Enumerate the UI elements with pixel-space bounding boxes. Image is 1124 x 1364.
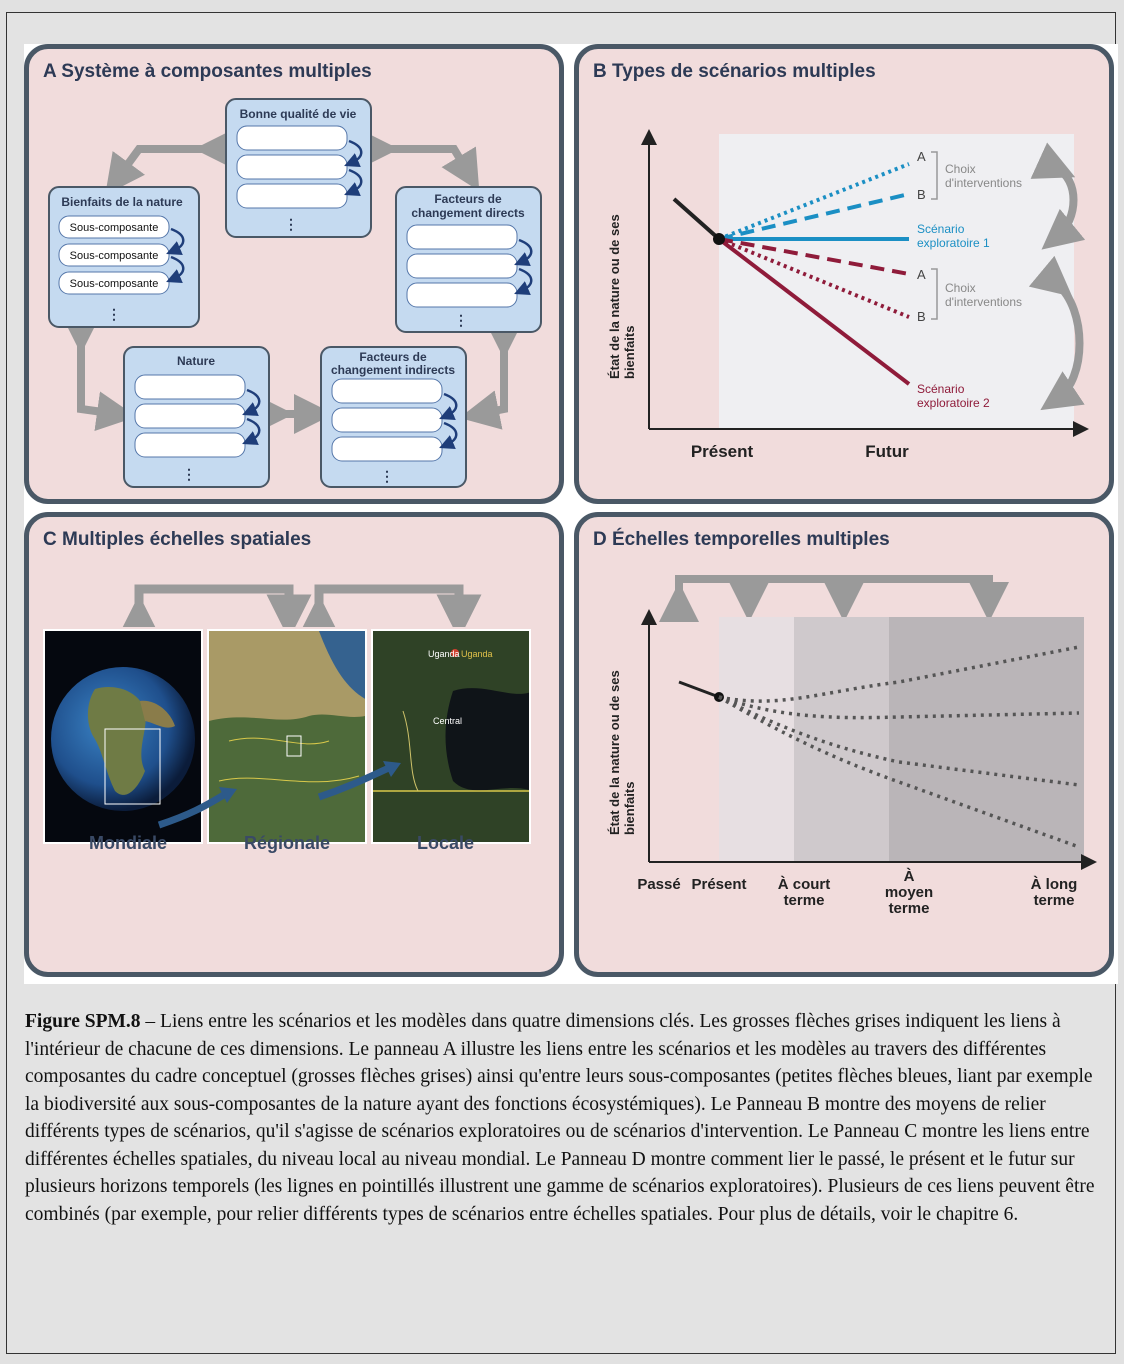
scale-label-regional: Régionale [244,833,331,853]
uganda-map-image: Uganda Uganda Central [371,629,531,844]
scale-label-local: Locale [417,833,475,853]
x-label-short-1: À court [778,876,831,893]
caption-text: – Liens entre les scénarios et les modèl… [25,1011,1095,1225]
choice-label-1a: Choix [945,162,976,176]
scenario-2-label-b: exploratoire 2 [917,396,990,410]
box-benefits: Bienfaits de la nature Sous-composante S… [48,186,200,328]
panel-a-title: A Système à composantes multiples [43,61,372,82]
label-a-2: A [917,267,926,282]
map-label-uganda-1: Uganda [428,649,460,659]
box-direct-title-2: changement directs [411,206,525,220]
x-label-medium-1: À [904,868,915,885]
panel-c: C Multiples échelles spatiales [24,512,564,977]
globe-image [43,629,203,844]
short-term-band [719,617,794,862]
panel-d-chart: État de la nature ou de ses bienfaits Pa… [607,575,1097,917]
box-nature-ellipsis: ⋮ [182,466,196,482]
scale-label-global: Mondiale [89,833,168,853]
subcomponent-label-3: Sous-composante [70,278,159,290]
component-link-arrows [61,129,524,434]
label-b-2: B [917,309,926,324]
africa-map-image [207,629,367,844]
box-direct-title-1: Facteurs de [434,192,502,206]
scenario-1-option-a [718,162,910,241]
box-quality-ellipsis: ⋮ [284,216,298,232]
box-nature-title: Nature [177,354,215,368]
panel-d-title: D Échelles temporelles multiples [593,529,890,550]
scenario-2-option-a [718,237,910,276]
caption-label: Figure SPM.8 [25,1011,141,1032]
label-b-1: B [917,187,926,202]
panel-b: B Types de scénarios multiples État de l… [574,44,1114,504]
box-quality: Bonne qualité de vie ⋮ [225,98,372,238]
panel-a-diagram: Bonne qualité de vie ⋮ Bienfaits de la n… [48,98,542,488]
panel-b-title: B Types de scénarios multiples [593,61,876,82]
x-label-long-2: terme [1034,892,1075,909]
time-link-arrow [659,575,1009,622]
box-benefits-title: Bienfaits de la nature [61,195,183,209]
box-direct-ellipsis: ⋮ [454,312,468,328]
x-label-future: Futur [865,442,909,461]
exploratory-scenario-lines [718,645,1080,849]
box-direct-drivers: Facteurs de changement directs ⋮ [395,186,542,333]
past-trend-line [678,680,720,699]
panel-c-link-arrows [116,584,482,627]
y-axis-label-line2: bienfaits [622,326,637,379]
medium-term-band [794,617,889,862]
zoom-arrows [157,761,401,829]
choice-label-2b: d'interventions [945,295,1022,309]
scenario-2-label-a: Scénario [917,382,965,396]
x-label-short-2: terme [784,892,825,909]
map-label-uganda-2: Uganda [461,649,493,659]
map-label-central: Central [433,716,462,726]
box-indirect-drivers: Facteurs de changement indirects ⋮ [320,346,467,488]
y-axis-label-line1: État de la nature ou de ses [607,214,622,379]
y-axis-label-line1: État de la nature ou de ses [607,670,622,835]
x-label-past: Passé [637,876,680,893]
figure-spm8: A Système à composantes multiples Bonne … [24,44,1118,984]
panel-b-chart: État de la nature ou de ses bienfaits Pr… [607,129,1089,461]
x-label-present: Présent [691,442,754,461]
panel-a: A Système à composantes multiples Bonne … [24,44,564,504]
panel-d: D Échelles temporelles multiples État de… [574,512,1114,977]
y-axis-label-line2: bienfaits [622,782,637,835]
scenario-1-option-b [718,192,910,241]
choice-label-2a: Choix [945,281,976,295]
x-label-medium-2: moyen [885,884,933,901]
choice-label-1b: d'interventions [945,176,1022,190]
link-arrow-scenario-1 [1030,142,1086,250]
link-arrow-scenario-2 [1028,255,1085,411]
scenario-1-label-b: exploratoire 1 [917,236,990,250]
subcomponent-label-2: Sous-composante [70,250,159,262]
box-indirect-ellipsis: ⋮ [380,468,394,484]
present-point [713,233,725,245]
box-indirect-title-2: changement indirects [331,363,455,377]
subcomponent-label-1: Sous-composante [70,222,159,234]
box-nature: Nature ⋮ [123,346,270,488]
box-indirect-title-1: Facteurs de [359,350,427,364]
label-a-1: A [917,149,926,164]
x-label-medium-3: terme [889,900,930,917]
figure-caption: Figure SPM.8 – Liens entre les scénarios… [25,1008,1105,1228]
scenario-2-line [717,237,911,386]
box-benefits-ellipsis: ⋮ [107,306,121,322]
x-label-long-1: À long [1031,876,1078,893]
past-trend-line [672,197,721,241]
future-region [719,134,1074,429]
panel-c-title: C Multiples échelles spatiales [43,529,312,550]
x-label-present: Présent [691,876,746,893]
box-quality-title: Bonne qualité de vie [240,107,357,121]
scenario-1-label-a: Scénario [917,222,965,236]
long-term-band [889,617,1084,862]
